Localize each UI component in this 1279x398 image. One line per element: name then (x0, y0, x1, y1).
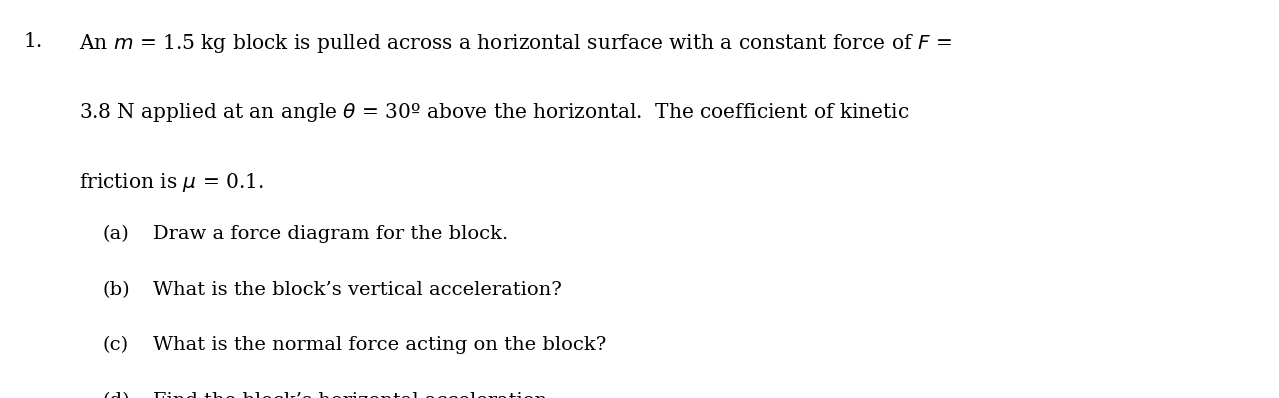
Text: (a): (a) (102, 225, 129, 243)
Text: 1.: 1. (23, 32, 42, 51)
Text: friction is $\mu$ = 0.1.: friction is $\mu$ = 0.1. (79, 171, 265, 194)
Text: (d): (d) (102, 392, 130, 398)
Text: (c): (c) (102, 336, 128, 354)
Text: What is the normal force acting on the block?: What is the normal force acting on the b… (153, 336, 606, 354)
Text: Draw a force diagram for the block.: Draw a force diagram for the block. (153, 225, 509, 243)
Text: 3.8 N applied at an angle $\theta$ = 30º above the horizontal.  The coefficient : 3.8 N applied at an angle $\theta$ = 30º… (79, 101, 909, 125)
Text: What is the block’s vertical acceleration?: What is the block’s vertical acceleratio… (153, 281, 563, 298)
Text: (b): (b) (102, 281, 130, 298)
Text: An $m$ = 1.5 kg block is pulled across a horizontal surface with a constant forc: An $m$ = 1.5 kg block is pulled across a… (79, 32, 952, 55)
Text: Find the block’s horizontal acceleration.: Find the block’s horizontal acceleration… (153, 392, 554, 398)
